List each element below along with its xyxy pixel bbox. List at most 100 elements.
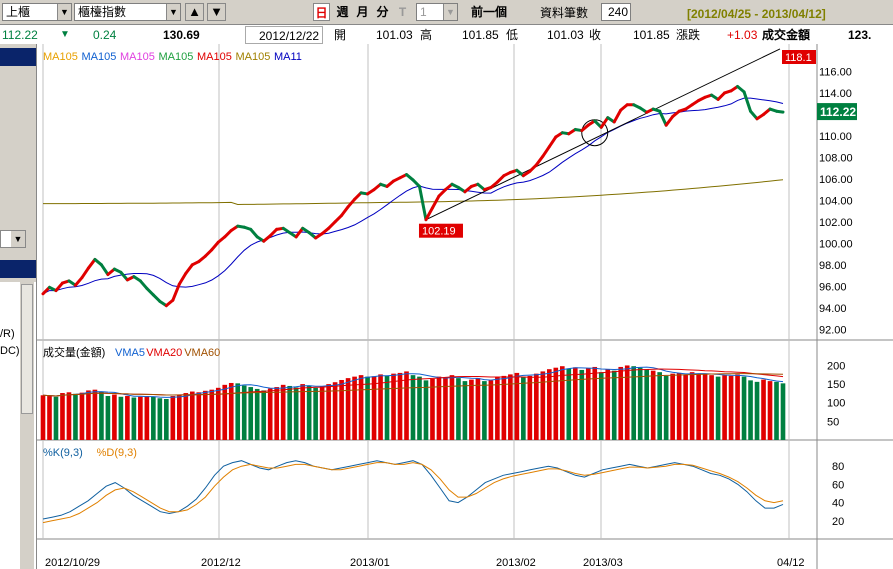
close-price-segment [119, 270, 129, 282]
data-count-input[interactable]: 240 [601, 3, 631, 21]
volume-bar [47, 396, 52, 440]
close-price-segment [203, 248, 214, 258]
chart-area: 2012/10/29 2012/12 2013/01 2013/02 2013/03 04… [36, 44, 893, 569]
volume-bar [287, 385, 292, 440]
volume-tick-label: 200 [827, 360, 845, 372]
close-price-segment [294, 226, 305, 239]
volume-bar [650, 370, 656, 440]
close-price-segment [73, 276, 84, 287]
volume-bar [754, 381, 760, 440]
volume-bar [689, 372, 695, 440]
amount-value: 123. [848, 28, 872, 42]
volume-bar [735, 374, 740, 440]
volume-bar [164, 399, 169, 440]
volume-bar [469, 379, 474, 440]
volume-bar [546, 369, 552, 440]
volume-bar [495, 377, 500, 440]
volume-bar [579, 369, 585, 440]
close-price-segment [541, 145, 551, 158]
amount-label: 成交金額 [762, 28, 811, 42]
scrollbar-thumb[interactable] [21, 284, 33, 414]
volume-value: 130.69 [163, 28, 200, 42]
close-price-segment [612, 108, 623, 124]
volume-bar [196, 392, 202, 440]
last-price-badge-bg [817, 103, 857, 121]
volume-ma-line [42, 373, 784, 397]
chevron-down-icon[interactable]: ▼ [57, 4, 71, 20]
volume-bar [559, 366, 565, 440]
period-day-button[interactable]: 日 [313, 3, 330, 21]
close-price-segment [437, 188, 447, 198]
volume-bar [293, 387, 299, 440]
kd-tick-label: 40 [832, 498, 844, 510]
high-badge-bg [782, 50, 816, 64]
volume-bar [644, 369, 650, 440]
close-price-segment [54, 281, 64, 293]
volume-bar [527, 375, 533, 440]
close-price-segment [171, 282, 181, 302]
side-select[interactable]: ▼ [0, 230, 26, 248]
volume-bar [209, 389, 215, 440]
period-tick-button[interactable]: T [398, 5, 407, 19]
volume-bar [683, 374, 688, 440]
close-price-segment [41, 285, 51, 296]
down-arrow-button[interactable]: ▼ [207, 3, 226, 21]
kd-tick-label: 60 [832, 479, 844, 491]
ma-fast-line [42, 97, 784, 295]
open-value: 101.03 [376, 28, 413, 42]
volume-bar [514, 372, 520, 440]
side-panel-header [0, 48, 36, 66]
up-arrow-button[interactable]: ▲ [185, 3, 204, 21]
volume-bar [79, 392, 85, 440]
close-price-segment [495, 174, 506, 184]
volume-bar [566, 368, 572, 440]
high-badge: 118.1 [785, 52, 812, 64]
volume-bar [306, 385, 312, 440]
close-price-segment [327, 220, 337, 230]
quote-date: 2012/12/22 [245, 26, 323, 44]
x-tick-label: 2012/10/29 [45, 557, 100, 569]
volume-bar [73, 393, 78, 440]
market-select[interactable]: 上櫃 ▼ [2, 3, 72, 21]
close-price-segment [249, 227, 259, 239]
period-minute-button[interactable]: 分 [376, 5, 389, 19]
volume-bar [696, 374, 701, 440]
low-value: 101.03 [547, 28, 584, 42]
toolbar: 上櫃 ▼ 櫃檯指數 ▼ ▲ ▼ 日 週 月 分 T 1 ▼ 前一個 資料筆數 2… [0, 0, 893, 24]
volume-bar [722, 375, 727, 440]
kd-tick-label: 20 [832, 516, 844, 528]
volume-legend-item: VMA60 [184, 347, 220, 359]
volume-legend-item: VMA5 [115, 347, 145, 359]
kd-legend-item: %D(9,3) [97, 447, 137, 459]
close-price-segment [547, 135, 558, 149]
period-week-button[interactable]: 週 [336, 5, 349, 19]
kd-tick-label: 80 [832, 461, 844, 473]
chart-svg: 2012/10/29 2012/12 2013/01 2013/02 2013/03 04… [37, 44, 893, 569]
volume-bar [605, 369, 611, 440]
price-legend-item: MA105 [159, 51, 194, 63]
prev-item-button[interactable]: 前一個 [470, 5, 507, 19]
price-change: 0.24 [93, 28, 117, 42]
volume-bar [417, 376, 422, 440]
count-select[interactable]: 1 ▼ [416, 3, 458, 21]
volume-bar [112, 394, 117, 440]
side-label-1: /R) [0, 328, 15, 340]
side-scrollbar[interactable] [20, 282, 34, 569]
chevron-down-icon[interactable]: ▼ [11, 231, 25, 247]
close-price-segment [184, 263, 194, 275]
change-value: +1.03 [727, 28, 758, 42]
count-select-value: 1 [420, 5, 427, 19]
volume-bar [86, 390, 91, 440]
chevron-down-icon[interactable]: ▼ [166, 4, 180, 20]
volume-bar [670, 373, 675, 440]
trendline [425, 48, 781, 221]
side-label-2: DC) [0, 345, 20, 357]
period-month-button[interactable]: 月 [356, 5, 369, 19]
volume-bar [475, 378, 481, 440]
volume-bar [125, 396, 130, 440]
index-select[interactable]: 櫃檯指數 ▼ [74, 3, 181, 21]
quote-bar: 112.22 ▼ 0.24 130.69 2012/12/22 開 101.03… [0, 24, 893, 44]
volume-bar [709, 375, 714, 440]
price-legend-item: MA105 [120, 51, 155, 63]
chevron-down-icon[interactable]: ▼ [443, 4, 457, 20]
